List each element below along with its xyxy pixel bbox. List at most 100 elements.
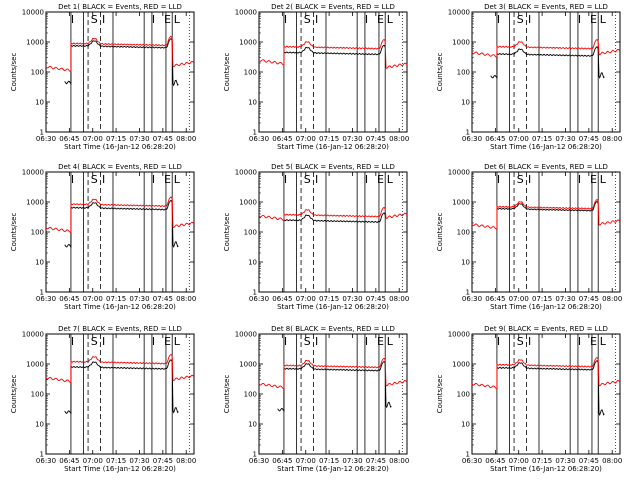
marker-letter: I [528, 13, 531, 26]
marker-letter: I [578, 13, 581, 26]
chart-title: Det 1( BLACK = Events, RED = LLD [58, 3, 182, 11]
x-axis-label: Start Time (16-Jan-12 06:28:20) [64, 303, 176, 311]
x-tick-label: 07:30 [555, 457, 575, 465]
marker-letter: S [517, 335, 524, 348]
x-axis-label: Start Time (16-Jan-12 06:28:20) [64, 465, 176, 473]
y-tick-label: 10 [248, 99, 257, 107]
marker-letter: I [71, 173, 74, 186]
series-events [64, 200, 179, 249]
y-tick-label: 1000 [452, 199, 470, 207]
x-tick-label: 07:30 [129, 457, 149, 465]
x-tick-label: 07:30 [342, 295, 362, 303]
marker-letter: L [600, 173, 607, 186]
x-tick-label: 07:00 [296, 295, 316, 303]
marker-letter: I [528, 335, 531, 348]
series-lld [258, 357, 408, 389]
y-tick-label: 1 [466, 129, 470, 137]
y-tick-label: 1000 [26, 361, 44, 369]
x-tick-label: 07:45 [579, 135, 599, 143]
marker-letter: I [152, 173, 155, 186]
y-tick-label: 1000 [26, 39, 44, 47]
marker-letter: I [578, 335, 581, 348]
x-tick-label: 07:45 [153, 457, 173, 465]
marker-letter: L [387, 13, 394, 26]
y-axis-label: Counts/sec [10, 53, 18, 92]
y-axis-label: Counts/sec [223, 213, 231, 252]
chart-panel-9: Det 9( BLACK = Events, RED = LLD 1 10 100 10… [436, 325, 622, 473]
y-tick-label: 100 [31, 391, 44, 399]
x-tick-label: 07:15 [532, 457, 552, 465]
x-tick-label: 06:30 [36, 457, 56, 465]
y-tick-label: 1 [466, 451, 470, 459]
y-tick-label: 1000 [452, 361, 470, 369]
chart-title: Det 2( BLACK = Events, RED = LLD [271, 3, 395, 11]
marker-letter: E [164, 13, 171, 26]
x-tick-label: 07:30 [342, 135, 362, 143]
y-tick-label: 100 [244, 391, 257, 399]
chart-title: Det 3( BLACK = Events, RED = LLD [484, 3, 608, 11]
y-tick-label: 1000 [26, 199, 44, 207]
x-tick-label: 08:00 [176, 295, 196, 303]
series-events [283, 212, 386, 223]
marker-letter: I [284, 13, 287, 26]
x-tick-label: 06:45 [485, 457, 505, 465]
y-axis-label: Counts/sec [436, 375, 444, 414]
y-axis-label: Counts/sec [10, 213, 18, 252]
x-axis-label: Start Time (16-Jan-12 06:28:20) [64, 143, 176, 151]
y-tick-label: 10000 [22, 9, 44, 17]
x-tick-label: 07:15 [532, 135, 552, 143]
x-tick-label: 07:15 [319, 135, 339, 143]
x-axis-label: Start Time (16-Jan-12 06:28:20) [277, 143, 389, 151]
x-tick-label: 06:30 [249, 135, 269, 143]
x-axis-label: Start Time (16-Jan-12 06:28:20) [277, 303, 389, 311]
marker-letter: E [377, 13, 384, 26]
y-tick-label: 100 [457, 391, 470, 399]
marker-letter: S [517, 173, 524, 186]
y-tick-label: 100 [457, 69, 470, 77]
x-tick-label: 07:45 [366, 135, 386, 143]
x-tick-label: 07:45 [153, 295, 173, 303]
chart-title: Det 9( BLACK = Events, RED = LLD [484, 325, 608, 333]
x-tick-label: 07:00 [83, 457, 103, 465]
y-tick-label: 10 [35, 421, 44, 429]
x-tick-label: 07:30 [555, 295, 575, 303]
y-tick-label: 1 [253, 289, 257, 297]
x-tick-label: 07:30 [129, 135, 149, 143]
marker-letter: L [174, 335, 181, 348]
marker-letter: I [71, 13, 74, 26]
chart-title: Det 5( BLACK = Events, RED = LLD [271, 163, 395, 171]
marker-letter: L [600, 335, 607, 348]
x-tick-label: 06:30 [462, 295, 482, 303]
x-tick-label: 07:00 [509, 295, 529, 303]
marker-letter: I [365, 173, 368, 186]
x-tick-label: 08:00 [389, 295, 409, 303]
series-events [496, 360, 605, 416]
y-axis-label: Counts/sec [10, 375, 18, 414]
x-tick-label: 08:00 [176, 457, 196, 465]
x-axis-label: Start Time (16-Jan-12 06:28:20) [277, 465, 389, 473]
series-events [277, 361, 392, 413]
series-events [490, 46, 605, 80]
marker-letter: I [497, 13, 500, 26]
y-axis-label: Counts/sec [436, 53, 444, 92]
marker-letter: E [590, 173, 597, 186]
y-tick-label: 1 [253, 451, 257, 459]
marker-letter: I [102, 173, 105, 186]
x-tick-label: 06:30 [249, 295, 269, 303]
x-tick-label: 07:00 [83, 135, 103, 143]
marker-letter: L [174, 13, 181, 26]
chart-panel-1: Det 1( BLACK = Events, RED = LLD 1 10 100 10… [10, 3, 196, 151]
x-tick-label: 07:15 [532, 295, 552, 303]
y-tick-label: 10000 [22, 331, 44, 339]
marker-letter: E [590, 335, 597, 348]
marker-letter: S [517, 13, 524, 26]
y-tick-label: 1 [253, 129, 257, 137]
y-tick-label: 10000 [235, 331, 257, 339]
marker-letter: S [304, 173, 311, 186]
x-tick-label: 07:00 [509, 135, 529, 143]
series-lld [45, 196, 195, 233]
y-tick-label: 100 [244, 229, 257, 237]
y-tick-label: 100 [31, 69, 44, 77]
marker-letter: L [600, 13, 607, 26]
y-tick-label: 1000 [239, 199, 257, 207]
